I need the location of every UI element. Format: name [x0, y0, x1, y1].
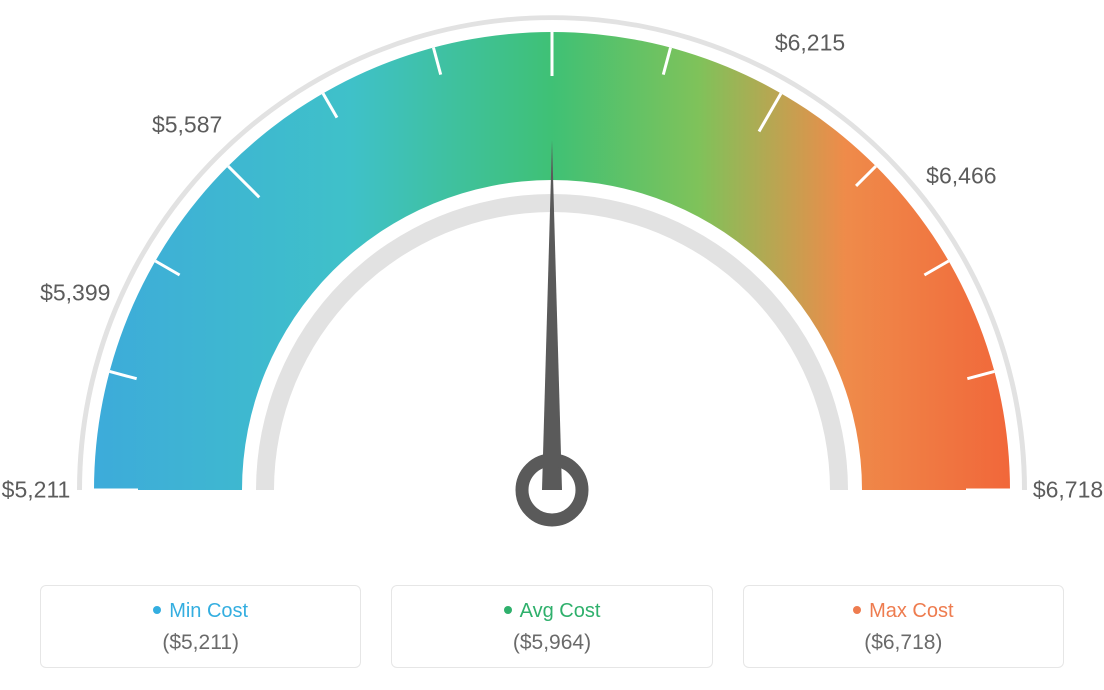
legend-title-avg: Avg Cost — [402, 600, 701, 623]
dot-icon-max — [853, 606, 861, 614]
gauge-tick-label: $5,399 — [40, 279, 110, 306]
legend-row: Min Cost ($5,211) Avg Cost ($5,964) Max … — [40, 585, 1064, 668]
legend-value-min: ($5,211) — [51, 631, 350, 655]
legend-title-avg-text: Avg Cost — [520, 600, 601, 622]
legend-title-min-text: Min Cost — [169, 600, 248, 622]
dot-icon-avg — [504, 606, 512, 614]
legend-card-avg: Avg Cost ($5,964) — [391, 585, 712, 668]
legend-card-max: Max Cost ($6,718) — [743, 585, 1064, 668]
gauge-area: $5,211$5,399$5,587$5,964$6,215$6,466$6,7… — [0, 0, 1104, 560]
legend-value-max: ($6,718) — [754, 631, 1053, 655]
gauge-svg — [0, 0, 1104, 560]
cost-gauge-widget: $5,211$5,399$5,587$5,964$6,215$6,466$6,7… — [0, 0, 1104, 690]
gauge-tick-label: $6,466 — [926, 162, 996, 189]
legend-title-max-text: Max Cost — [869, 600, 953, 622]
legend-card-min: Min Cost ($5,211) — [40, 585, 361, 668]
gauge-tick-label: $5,211 — [2, 477, 71, 504]
gauge-tick-label: $6,718 — [1033, 477, 1103, 504]
gauge-tick-label: $6,215 — [775, 30, 845, 57]
gauge-tick-label: $5,587 — [152, 112, 222, 139]
legend-title-max: Max Cost — [754, 600, 1053, 623]
dot-icon-min — [153, 606, 161, 614]
legend-title-min: Min Cost — [51, 600, 350, 623]
legend-value-avg: ($5,964) — [402, 631, 701, 655]
